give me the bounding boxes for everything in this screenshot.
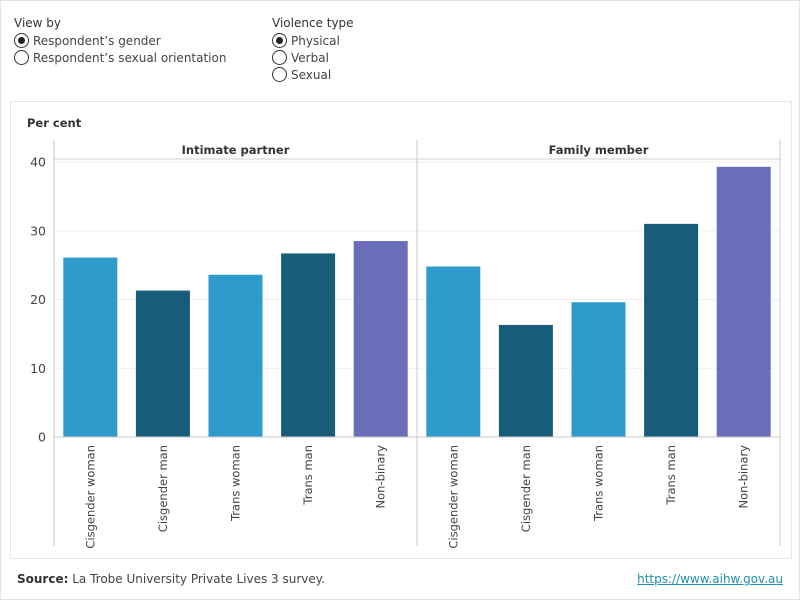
x-tick-label: Cisgender man	[519, 445, 533, 532]
bar	[644, 223, 699, 437]
bar	[135, 290, 190, 437]
violence-option-verbal[interactable]: Verbal	[272, 49, 354, 66]
radio-unselected-icon[interactable]	[14, 50, 29, 65]
bar	[353, 241, 408, 437]
panel-title: Intimate partner	[182, 143, 290, 157]
view-by-option-label: Respondent’s gender	[33, 33, 161, 48]
radio-selected-icon[interactable]	[14, 33, 29, 48]
view-by-option-gender[interactable]: Respondent’s gender	[14, 32, 226, 49]
x-tick-label: Cisgender woman	[83, 445, 97, 549]
x-tick-label: Cisgender man	[156, 445, 170, 532]
chart-container: Per cent 0 10 20 30 40 Intimate partner Cisgen…	[10, 101, 792, 559]
radio-selected-icon[interactable]	[272, 33, 287, 48]
bar	[281, 253, 336, 437]
bar	[498, 324, 553, 437]
violence-type-filter: Violence type Physical Verbal Sexual	[272, 16, 354, 83]
x-tick-label: Cisgender woman	[446, 445, 460, 549]
y-axis-label: Per cent	[27, 116, 82, 130]
y-tick-label: 10	[30, 361, 46, 376]
view-by-option-orientation[interactable]: Respondent’s sexual orientation	[14, 49, 226, 66]
bar	[716, 166, 771, 437]
source-label: Source:	[17, 572, 69, 586]
bar	[571, 302, 626, 437]
view-by-title: View by	[14, 16, 62, 30]
source-text: La Trobe University Private Lives 3 surv…	[72, 572, 325, 586]
x-tick-label: Trans woman	[229, 445, 243, 522]
view-by-filter: View by Respondent’s gender Respondent’s…	[14, 16, 226, 66]
bar	[63, 257, 118, 437]
violence-option-physical[interactable]: Physical	[272, 32, 354, 49]
aihw-link[interactable]: https://www.aihw.gov.au	[637, 572, 783, 586]
y-tick-label: 0	[38, 430, 46, 445]
x-tick-label: Trans woman	[592, 445, 606, 522]
violence-option-label: Verbal	[291, 50, 329, 65]
violence-option-sexual[interactable]: Sexual	[272, 66, 354, 83]
violence-option-label: Physical	[291, 33, 340, 48]
radio-unselected-icon[interactable]	[272, 67, 287, 82]
source-note: Source: La Trobe University Private Live…	[17, 572, 325, 586]
panel-title: Family member	[549, 143, 649, 157]
x-tick-label: Trans man	[664, 445, 678, 506]
bar	[426, 266, 481, 437]
bar-chart: 0 10 20 30 40 Intimate partner Cisgender woman…	[30, 140, 781, 549]
y-tick-label: 30	[30, 223, 46, 238]
view-by-option-label: Respondent’s sexual orientation	[33, 50, 227, 65]
x-tick-label: Non-binary	[374, 445, 388, 509]
violence-type-title: Violence type	[272, 16, 354, 30]
x-tick-label: Non-binary	[737, 445, 751, 509]
violence-option-label: Sexual	[291, 67, 332, 82]
y-tick-label: 40	[30, 155, 46, 170]
y-tick-label: 20	[30, 292, 46, 307]
bar	[208, 274, 263, 437]
x-tick-label: Trans man	[301, 445, 315, 506]
radio-unselected-icon[interactable]	[272, 50, 287, 65]
